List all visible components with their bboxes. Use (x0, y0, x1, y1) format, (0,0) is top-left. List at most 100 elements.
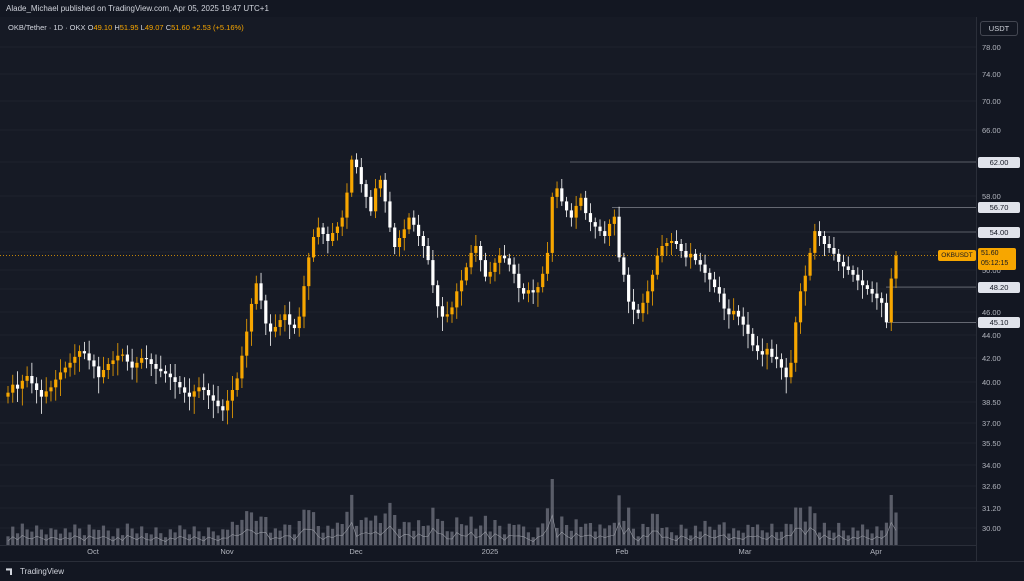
volume-bar (837, 522, 841, 545)
candle-body (841, 261, 846, 267)
volume-bar (345, 511, 349, 545)
volume-bar (259, 516, 263, 545)
candle-body (717, 287, 721, 294)
candle-body (469, 252, 473, 268)
volume-bar (741, 532, 745, 545)
candle-body (221, 406, 225, 411)
candle-body (159, 368, 163, 372)
volume-bar (779, 531, 784, 545)
volume-bar (841, 530, 846, 545)
candle-body (789, 362, 793, 378)
candle-body (369, 196, 373, 212)
candle-body (784, 367, 788, 378)
candle-body (168, 373, 172, 378)
candle-body (660, 246, 664, 256)
candle-body (674, 241, 678, 244)
candle-body (397, 238, 402, 247)
candle-body (512, 264, 516, 274)
candle-body (54, 379, 58, 388)
volume-bar (221, 529, 225, 545)
price-level-label: 45.10 (978, 316, 1020, 328)
candle-body (321, 227, 325, 234)
candle-body (851, 270, 855, 275)
candle-body (11, 384, 15, 393)
publisher-bar: Alade_Michael published on TradingView.c… (0, 0, 1024, 17)
candle-body (421, 236, 425, 246)
volume-bar (364, 517, 368, 545)
candle-body (407, 217, 411, 230)
price-tick: 37.00 (982, 419, 1001, 428)
open-value: 49.10 (93, 23, 113, 32)
volume-bar (617, 495, 621, 545)
candle-body (192, 391, 196, 397)
volume-bar (311, 512, 316, 545)
candle-body (20, 380, 24, 389)
candle-body (770, 348, 774, 357)
volume-bar (736, 530, 741, 545)
candle-body (698, 260, 702, 265)
candle-body (679, 244, 683, 251)
volume-bar (416, 520, 421, 545)
candle-body (522, 288, 526, 294)
candle-body (455, 291, 459, 308)
volume-bar (650, 513, 655, 545)
candle-body (402, 229, 406, 238)
candle-body (97, 366, 101, 378)
candle-body (670, 241, 674, 243)
candle-body (187, 392, 192, 397)
candle-body (445, 314, 449, 317)
candle-body (832, 248, 836, 254)
candle-body (822, 236, 826, 244)
time-axis[interactable] (0, 545, 976, 561)
volume-bar (851, 527, 855, 545)
symbol-name[interactable]: OKB/Tether · 1D · OKX (8, 23, 86, 32)
volume-bar (235, 524, 239, 545)
volume-bar (316, 526, 320, 545)
volume-bar (641, 523, 645, 545)
volume-bar (450, 531, 454, 545)
volume-bar (254, 520, 258, 545)
candle-body (288, 314, 292, 325)
candle-body (870, 289, 874, 294)
candle-body (183, 387, 187, 393)
candle-body (727, 308, 731, 315)
candle-body (794, 322, 798, 363)
candle-body (25, 376, 29, 381)
candle-body (894, 255, 898, 279)
candle-body (837, 253, 841, 262)
candle-body (35, 383, 39, 390)
candle-body (264, 300, 268, 324)
candle-body (92, 360, 96, 367)
candle-body (808, 252, 812, 276)
volume-bar (464, 525, 468, 545)
candle-body (431, 260, 435, 286)
volume-bar (732, 528, 736, 545)
volume-bar (488, 531, 492, 545)
volume-bar (216, 535, 220, 545)
volume-bar (278, 530, 282, 545)
candle-body (140, 358, 144, 363)
volume-bar (894, 512, 898, 545)
volume-bar (25, 529, 29, 545)
currency-unit-button[interactable]: USDT (980, 21, 1018, 36)
volume-bar (775, 532, 779, 545)
volume-bar (436, 518, 440, 545)
candle-body (240, 355, 244, 379)
volume-bar (746, 524, 750, 545)
volume-bar (168, 529, 172, 545)
candle-body (846, 266, 850, 270)
price-tick: 32.60 (982, 482, 1001, 491)
time-label: Apr (870, 547, 882, 556)
time-label: 2025 (481, 547, 499, 556)
candle-body (173, 377, 177, 382)
volume-bar (92, 529, 96, 545)
candle-body (612, 216, 616, 224)
candle-body (603, 231, 607, 236)
candle-body (483, 260, 488, 277)
volume-bar (206, 527, 211, 545)
candle-body (622, 257, 626, 275)
candle-body (345, 192, 349, 218)
candlestick-chart[interactable] (0, 17, 976, 545)
candle-body (564, 201, 569, 211)
price-tick: 42.00 (982, 354, 1001, 363)
